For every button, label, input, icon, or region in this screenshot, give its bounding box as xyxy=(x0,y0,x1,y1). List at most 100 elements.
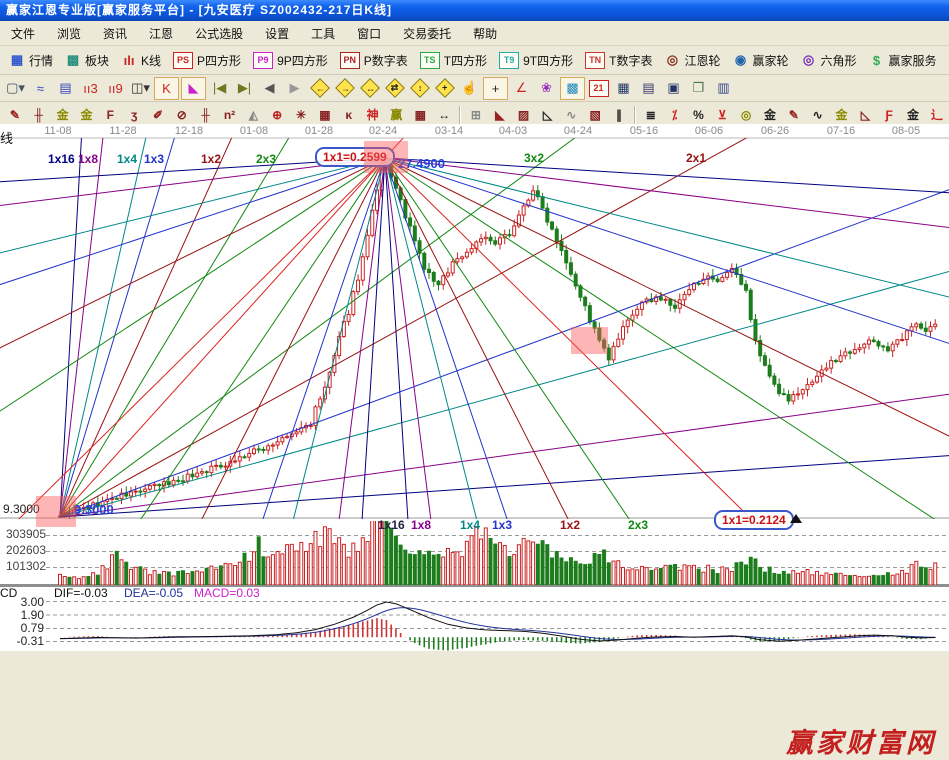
menu-item-7[interactable]: 窗口 xyxy=(357,26,382,41)
feature-button-6[interactable]: TS T四方形 xyxy=(414,50,493,71)
menu-item-9[interactable]: 帮助 xyxy=(473,26,498,41)
draw-tool-31[interactable]: ⊻ xyxy=(717,107,727,122)
angle-tool-icon[interactable]: ∠ xyxy=(515,80,528,95)
draw-tool-15[interactable]: 神 xyxy=(366,108,379,122)
feature-button-8[interactable]: TN T数字表 xyxy=(579,50,658,71)
feature-button-1[interactable]: ▩ 板块 xyxy=(59,50,115,71)
flower-window-icon[interactable]: ❀ xyxy=(541,80,552,95)
highlight-marker-2[interactable] xyxy=(571,327,608,354)
last-bar-icon[interactable]: ▶| xyxy=(237,80,252,95)
color-chart-icon[interactable]: ◣ xyxy=(181,76,206,100)
first-bar-icon[interactable]: |◀ xyxy=(212,80,227,95)
timeshare-icon[interactable]: ≈ xyxy=(36,80,45,96)
draw-tool-32[interactable]: ◎ xyxy=(740,107,752,122)
ma3-icon[interactable]: ıı3 xyxy=(83,80,98,96)
gann-1x1-box-1[interactable]: 1x1=0.2124 xyxy=(714,510,794,530)
title-bar[interactable]: 赢家江恩专业版[赢家服务平台] - [九安医疗 SZ002432-217日K线] xyxy=(0,0,949,21)
draw-tool-22[interactable]: ▨ xyxy=(517,107,530,122)
draw-tool-21[interactable]: ◣ xyxy=(495,107,505,122)
draw-tool-10[interactable]: ◭ xyxy=(248,107,258,122)
chart-canvas[interactable] xyxy=(0,124,949,651)
calculator-icon[interactable]: ▦ xyxy=(617,80,630,95)
draw-tool-7[interactable]: ⊘ xyxy=(176,107,187,122)
draw-tool-2[interactable]: 金 xyxy=(56,108,69,122)
draw-tool-18[interactable]: ↔ xyxy=(438,107,451,122)
notes-icon[interactable]: ▤ xyxy=(642,80,655,95)
feature-button-7[interactable]: T9 9T四方形 xyxy=(493,50,579,71)
feature-button-3[interactable]: PS P四方形 xyxy=(167,50,247,71)
draw-tool-9[interactable]: n² xyxy=(223,107,236,122)
draw-tool-8[interactable]: ╫ xyxy=(201,107,210,122)
feature-button-9[interactable]: ◎ 江恩轮 xyxy=(658,50,726,71)
block-window-icon[interactable]: ▩ xyxy=(560,76,585,100)
save-icon[interactable]: ▣ xyxy=(667,80,680,95)
highlight-marker-0[interactable] xyxy=(364,141,408,173)
calendar-icon[interactable]: 21 xyxy=(587,78,610,99)
menu-item-8[interactable]: 交易委托 xyxy=(403,26,452,41)
draw-tool-26[interactable]: ∥ xyxy=(615,107,622,122)
draw-tool-33[interactable]: 金 xyxy=(763,108,776,122)
next-bar-icon[interactable]: ▶ xyxy=(289,80,300,95)
menu-item-4[interactable]: 公式选股 xyxy=(195,26,244,41)
draw-tool-1[interactable]: ╫ xyxy=(34,107,44,122)
draw-tool-38[interactable]: Ƒ xyxy=(885,107,893,122)
pan-right-icon[interactable]: → xyxy=(333,78,356,99)
annotation-triangle[interactable] xyxy=(790,514,802,523)
expand-h-icon[interactable]: ↔ xyxy=(358,78,381,99)
period-combo[interactable]: ▢▾ xyxy=(6,80,25,95)
draw-tool-37[interactable]: ◺ xyxy=(860,107,870,122)
draw-tool-36[interactable]: 金 xyxy=(835,108,848,122)
draw-tool-39[interactable]: 金 xyxy=(907,108,920,122)
draw-tool-23[interactable]: ◺ xyxy=(542,107,553,122)
draw-tool-34[interactable]: ✎ xyxy=(788,107,799,122)
draw-tool-17[interactable]: ▦ xyxy=(414,107,426,122)
draw-tool-30[interactable]: % xyxy=(693,107,704,122)
report-icon[interactable]: ▤ xyxy=(59,80,72,95)
menu-item-1[interactable]: 浏览 xyxy=(57,26,82,41)
ma9-icon[interactable]: ıı9 xyxy=(108,80,123,96)
compress-h-icon[interactable]: ⇄ xyxy=(383,78,406,99)
feature-button-11[interactable]: ◎ 六角形 xyxy=(795,50,863,71)
feature-button-2[interactable]: ılı K线 xyxy=(115,50,167,71)
draw-tool-16[interactable]: 赢 xyxy=(390,108,403,122)
crosshair-tool-icon[interactable]: + xyxy=(483,76,508,100)
menu-item-2[interactable]: 资讯 xyxy=(103,26,128,41)
feature-button-10[interactable]: ◉ 赢家轮 xyxy=(726,50,794,71)
draw-tool-12[interactable]: ✳ xyxy=(296,107,307,122)
feature-button-0[interactable]: ▦ 行情 xyxy=(3,50,59,71)
draw-tool-40[interactable]: 辶 xyxy=(930,108,943,122)
gann-1x1-box-0[interactable]: 1x1=0.2599 xyxy=(315,147,395,167)
draw-tool-3[interactable]: 金 xyxy=(80,108,93,122)
draw-tool-24[interactable]: ∿ xyxy=(566,107,577,122)
draw-tool-6[interactable]: ✐ xyxy=(152,107,164,122)
draw-tool-0[interactable]: ✎ xyxy=(9,107,20,122)
menu-item-5[interactable]: 设置 xyxy=(265,26,290,41)
menu-item-0[interactable]: 文件 xyxy=(11,26,36,41)
draw-tool-14[interactable]: κ xyxy=(345,107,353,122)
draw-tool-28[interactable]: ≣ xyxy=(645,107,656,122)
draw-tool-20[interactable]: ⊞ xyxy=(470,107,481,122)
highlight-marker-1[interactable] xyxy=(36,496,76,527)
draw-tool-13[interactable]: ▦ xyxy=(319,107,331,122)
draw-tool-35[interactable]: ∿ xyxy=(812,107,823,122)
candle-style-combo[interactable]: ◫▾ xyxy=(131,80,150,95)
feature-button-12[interactable]: $ 赢家服务 xyxy=(863,50,943,71)
draw-tool-11[interactable]: ⊕ xyxy=(272,107,283,122)
draw-tool-4[interactable]: F xyxy=(106,107,114,122)
feature-button-5[interactable]: PN P数字表 xyxy=(334,50,414,71)
draw-tool-25[interactable]: ▧ xyxy=(589,107,601,122)
monitor-icon[interactable]: ▥ xyxy=(717,80,730,95)
chart-area[interactable]: 线 11-08 11-28 12-18 01-08 01-28 02-24 03-14 04-0… xyxy=(0,124,949,758)
expand-v-icon[interactable]: ↕ xyxy=(408,78,431,99)
expand-all-icon[interactable]: + xyxy=(433,78,456,99)
windows-icon[interactable]: ❐ xyxy=(692,80,705,95)
pan-left-icon[interactable]: ← xyxy=(308,78,331,99)
hand-tool-icon[interactable]: ☝ xyxy=(461,80,478,95)
menu-item-3[interactable]: 江恩 xyxy=(149,26,174,41)
prev-bar-icon[interactable]: ◀ xyxy=(264,80,275,95)
draw-tool-29[interactable]: ⁒ xyxy=(671,107,678,122)
kline-mode-icon[interactable]: K xyxy=(154,76,179,100)
draw-tool-5[interactable]: ʒ xyxy=(130,107,138,122)
feature-button-4[interactable]: P9 9P四方形 xyxy=(247,50,334,71)
menu-item-6[interactable]: 工具 xyxy=(311,26,336,41)
